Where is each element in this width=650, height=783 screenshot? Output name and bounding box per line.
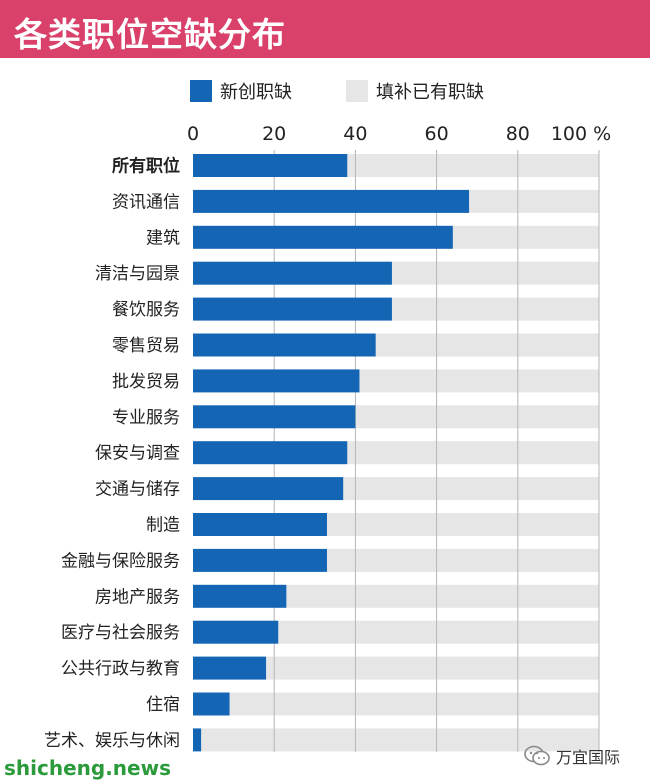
tick-label: 40 [343, 123, 367, 145]
bar-existing [452, 225, 599, 249]
watermark-right: 万宜国际 [524, 744, 620, 768]
bar-existing [375, 333, 599, 357]
bar-new [193, 620, 279, 644]
wechat-icon [524, 745, 550, 766]
bar-new [193, 405, 356, 429]
legend-swatch-new [190, 80, 212, 102]
bar-existing [347, 154, 599, 177]
bar-existing [229, 692, 600, 716]
bar-existing [201, 728, 599, 752]
category-label: 医疗与社会服务 [61, 623, 180, 643]
bar-existing [391, 261, 599, 285]
category-label: 零售贸易 [112, 336, 180, 356]
bar-existing [286, 584, 599, 608]
bar-new [193, 441, 348, 465]
category-label: 清洁与园景 [95, 264, 180, 284]
bar-existing [326, 513, 599, 536]
bar-existing [266, 656, 599, 680]
bar-chart: 0 20 40 60 80 100 % 所有职位资讯通信建筑清洁与园景餐饮服务零售贸易批发贸… [44, 123, 611, 752]
category-label: 餐饮服务 [112, 300, 180, 320]
bar-new [193, 548, 327, 572]
category-label: 保安与调查 [95, 444, 180, 464]
category-label: 房地产服务 [95, 587, 180, 607]
category-label: 建筑 [146, 228, 180, 248]
bar-existing [278, 620, 599, 644]
bar-new [193, 513, 327, 536]
watermark-left: shicheng.news [4, 756, 171, 780]
bar-new [193, 728, 202, 752]
bar-existing [469, 189, 599, 213]
legend-swatch-existing [346, 80, 368, 102]
tick-label: 100 % [551, 123, 611, 145]
bar-existing [343, 477, 599, 501]
tick-label: 20 [262, 123, 286, 145]
bar-new [193, 154, 348, 177]
category-label: 金融与保险服务 [61, 551, 180, 571]
bar-new [193, 692, 230, 716]
legend-new: 新创职缺 [190, 78, 292, 104]
category-label: 制造 [146, 516, 180, 536]
bar-new [193, 369, 360, 393]
bar-new [193, 584, 287, 608]
legend-label-new: 新创职缺 [220, 82, 292, 103]
category-label: 专业服务 [112, 408, 180, 428]
category-label: 资讯通信 [112, 192, 180, 212]
bar-new [193, 261, 392, 285]
bar-new [193, 189, 470, 213]
category-label: 交通与储存 [95, 480, 180, 500]
legend-existing: 填补已有职缺 [346, 78, 484, 104]
bar-existing [355, 405, 599, 429]
category-label: 艺术、娱乐与休闲 [44, 731, 180, 751]
bar-new [193, 297, 392, 321]
category-label: 住宿 [146, 695, 180, 715]
tick-label: 0 [187, 123, 199, 145]
bar-existing [326, 548, 599, 572]
bar-new [193, 225, 453, 249]
tick-label: 60 [425, 123, 449, 145]
watermark-right-text: 万宜国际 [556, 748, 621, 767]
bar-existing [359, 369, 599, 393]
category-label: 所有职位 [112, 156, 180, 177]
bar-new [193, 333, 376, 357]
category-label: 公共行政与教育 [61, 659, 180, 679]
bar-existing [347, 441, 599, 465]
chart-title: 各类职位空缺分布 [14, 15, 286, 54]
title-bar: 各类职位空缺分布 [0, 0, 650, 58]
bar-existing [391, 297, 599, 321]
tick-label: 80 [506, 123, 530, 145]
bar-new [193, 656, 267, 680]
category-label: 批发贸易 [112, 372, 180, 392]
bar-new [193, 477, 344, 501]
legend-label-existing: 填补已有职缺 [376, 82, 484, 103]
